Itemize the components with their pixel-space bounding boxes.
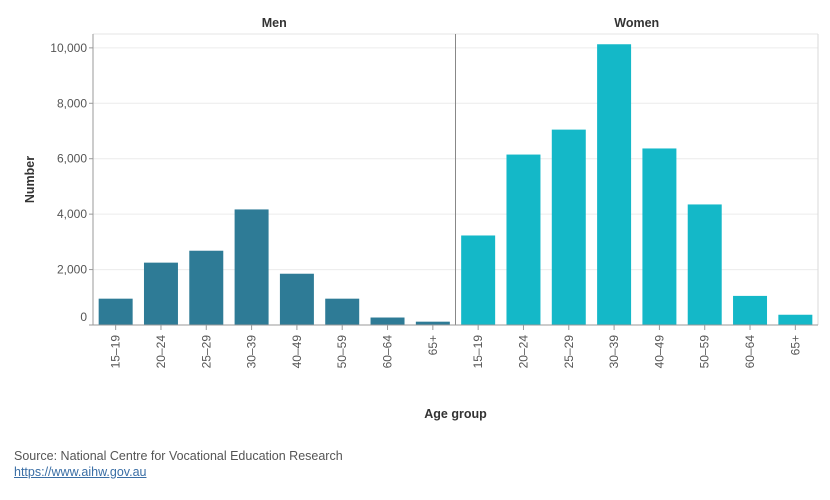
- x-tick-label: 40–49: [652, 335, 666, 369]
- source-note: Source: National Centre for Vocational E…: [14, 449, 343, 463]
- bar-women-2: [551, 129, 586, 325]
- bar-men-1: [143, 262, 178, 325]
- x-tick-label: 40–49: [290, 335, 304, 369]
- y-tick-label: 10,000: [50, 41, 87, 55]
- bar-women-4: [642, 148, 677, 325]
- y-tick-label: 4,000: [57, 207, 87, 221]
- bar-men-7: [415, 321, 450, 325]
- x-tick-label: 25–29: [199, 335, 213, 369]
- x-tick-label: 60–64: [743, 335, 757, 369]
- bar-men-6: [370, 317, 405, 325]
- y-tick-label: 0: [80, 310, 87, 324]
- x-tick-label: 25–29: [562, 335, 576, 369]
- x-tick-label: 15–19: [109, 335, 123, 369]
- chart-svg: 0 2,000 4,000 6,000 8,000 10,000 Number Men 15–1…: [23, 16, 819, 421]
- bar-men-3: [234, 209, 269, 325]
- y-tick-label: 2,000: [57, 263, 87, 277]
- x-tick-label: 50–59: [698, 335, 712, 369]
- bar-women-6: [733, 295, 768, 325]
- y-tick-label: 8,000: [57, 96, 87, 110]
- bar-men-5: [325, 298, 360, 325]
- x-tick-label: 20–24: [516, 335, 530, 369]
- x-tick-label: 30–39: [245, 335, 259, 369]
- chart-footer: Source: National Centre for Vocational E…: [14, 448, 343, 480]
- bar-women-0: [461, 235, 496, 325]
- bar-women-7: [778, 314, 813, 325]
- bar-women-5: [687, 204, 722, 325]
- panel-title-men: Men: [262, 16, 287, 30]
- x-tick-label: 60–64: [381, 335, 395, 369]
- x-tick-label: 15–19: [471, 335, 485, 369]
- y-axis-title: Number: [23, 156, 37, 203]
- x-tick-label: 65+: [788, 335, 802, 355]
- bar-men-0: [98, 298, 133, 325]
- x-tick-label: 50–59: [335, 335, 349, 369]
- x-axis-title: Age group: [424, 407, 487, 421]
- x-tick-label: 30–39: [607, 335, 621, 369]
- x-tick-label: 20–24: [154, 335, 168, 369]
- source-link[interactable]: https://www.aihw.gov.au: [14, 465, 147, 479]
- faceted-bar-chart: 0 2,000 4,000 6,000 8,000 10,000 Number Men 15–1…: [23, 16, 819, 421]
- panel-title-women: Women: [614, 16, 659, 30]
- bar-men-2: [189, 250, 224, 325]
- x-tick-label: 65+: [426, 335, 440, 355]
- bar-women-1: [506, 154, 541, 325]
- bar-men-4: [279, 273, 314, 325]
- bar-women-3: [597, 44, 632, 326]
- y-tick-label: 6,000: [57, 152, 87, 166]
